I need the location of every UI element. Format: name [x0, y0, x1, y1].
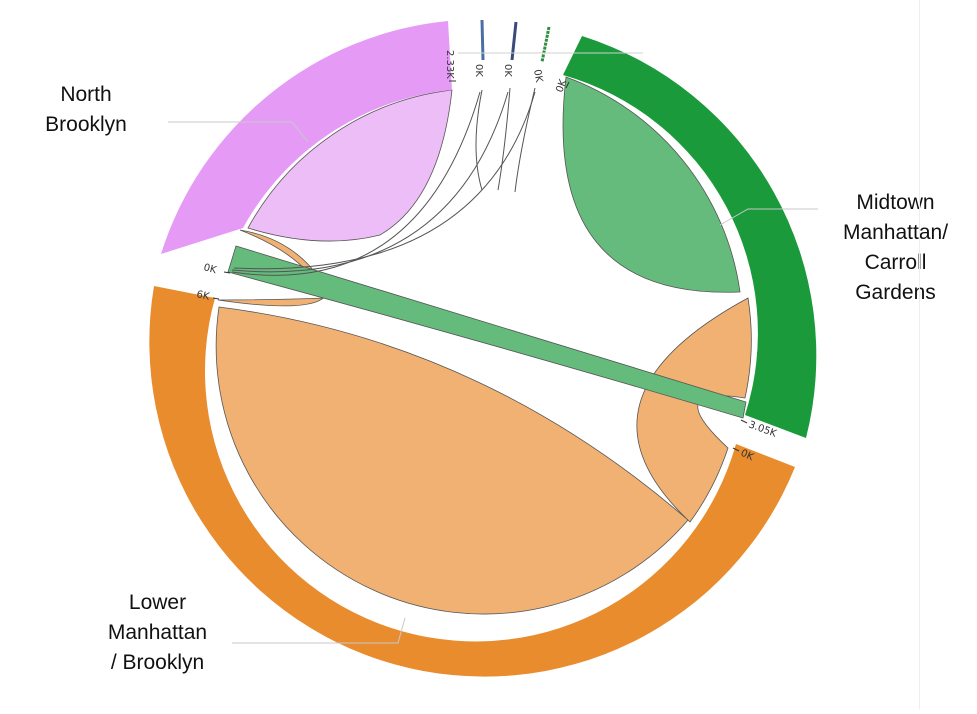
tick-small-3: 0K [531, 69, 544, 84]
label-north-brooklyn: North Brooklyn [45, 83, 127, 136]
tick-north-brooklyn-end: 2.33K [444, 50, 455, 79]
tick-lower-manhattan-end: 6K [195, 289, 210, 303]
tick-midtown-start: 0K [554, 78, 569, 94]
arc-small-green[interactable] [540, 26, 551, 63]
ribbon-north-brooklyn-self [247, 89, 453, 242]
tick-small-2: 0K [502, 64, 513, 77]
chord-small-1 [475, 89, 483, 191]
leader-midtown [719, 208, 818, 226]
chord-small-2 [497, 87, 511, 191]
leader-north-brooklyn [168, 121, 309, 143]
arc-small-blue[interactable] [480, 19, 485, 61]
chord-north-small-b [231, 91, 509, 273]
tick-north-brooklyn-start: 0K [202, 262, 218, 276]
arc-small-navy[interactable] [510, 21, 518, 61]
ribbon-midtown-self [562, 76, 741, 293]
arc-north-brooklyn[interactable] [161, 21, 452, 254]
chord-north-small-c [233, 91, 536, 270]
label-lower-manhattan: Lower Manhattan / Brooklyn [107, 591, 208, 674]
tick-small-1: 0K [473, 64, 484, 77]
ribbon-north-brooklyn-midtown [227, 245, 747, 419]
arc-midtown[interactable] [563, 36, 817, 438]
tick-lower-manhattan-start: 0K [739, 448, 756, 464]
chord-north-small-a [231, 91, 481, 276]
ribbon-lower-manhattan-self [215, 306, 689, 615]
leader-lower-manhattan [232, 617, 406, 644]
page-edge [919, 0, 920, 709]
label-midtown: Midtown Manhattan/ Carroll Gardens [842, 191, 949, 304]
chord-small-3 [514, 87, 536, 193]
